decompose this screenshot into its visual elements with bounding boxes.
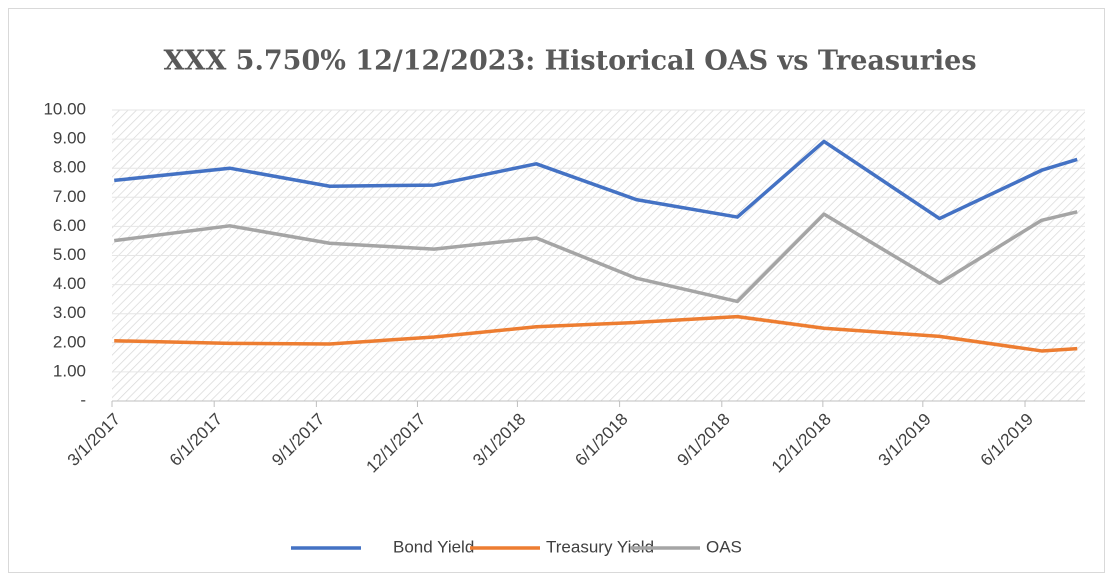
legend-label: Bond Yield bbox=[393, 537, 474, 556]
y-tick-label: 3.00 bbox=[53, 303, 86, 322]
y-tick-label: 9.00 bbox=[53, 129, 86, 148]
y-tick-label: 10.00 bbox=[43, 99, 86, 118]
series-line bbox=[114, 314, 1078, 353]
series-line bbox=[113, 210, 1078, 304]
y-tick-label: 2.00 bbox=[53, 332, 86, 351]
legend-label: OAS bbox=[706, 537, 742, 556]
y-tick-label: 5.00 bbox=[53, 245, 86, 264]
y-tick-label: 4.00 bbox=[53, 274, 86, 293]
y-tick-label: 1.00 bbox=[53, 361, 86, 380]
chart-title: XXX 5.750% 12/12/2023: Historical OAS vs… bbox=[163, 46, 976, 77]
legend-label: Treasury Yield bbox=[546, 537, 654, 556]
y-tick-label: 7.00 bbox=[53, 187, 86, 206]
y-tick-label: - bbox=[80, 390, 86, 409]
y-tick-label: 8.00 bbox=[53, 158, 86, 177]
series-line bbox=[114, 139, 1078, 221]
y-tick-label: 6.00 bbox=[53, 216, 86, 235]
